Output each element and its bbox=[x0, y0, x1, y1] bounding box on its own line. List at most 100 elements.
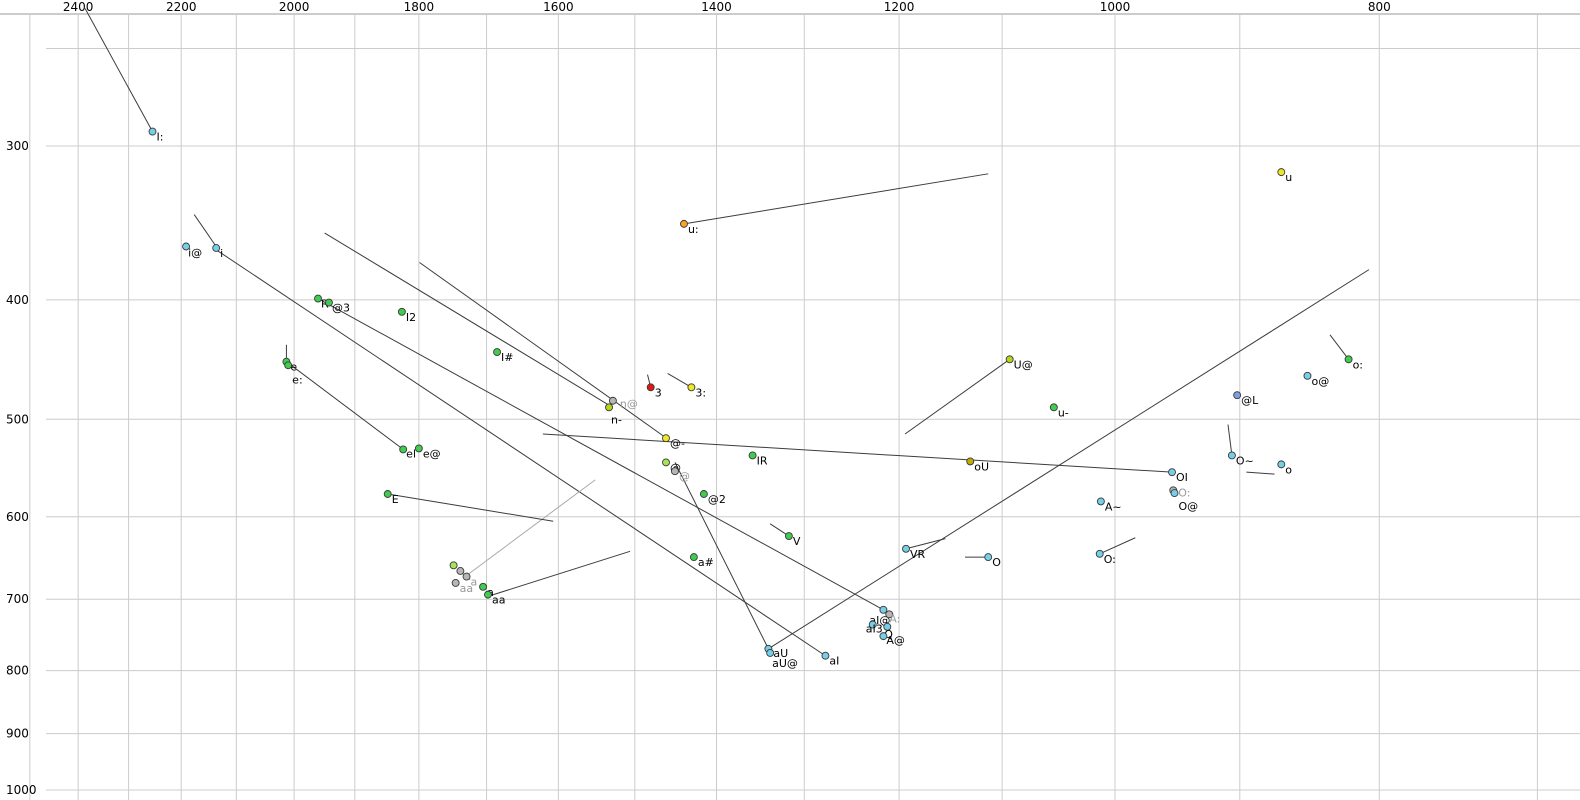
vowel-point bbox=[879, 605, 888, 614]
vowel-label: I: bbox=[156, 131, 163, 144]
vowel-point bbox=[879, 632, 888, 641]
vowel-label: e@ bbox=[423, 447, 441, 460]
vowel-label: u bbox=[1285, 171, 1292, 184]
y-axis-tick-label: 800 bbox=[6, 664, 29, 678]
vowel-point bbox=[324, 298, 333, 307]
vowel-label: a# bbox=[698, 556, 714, 569]
vowel-label: R bbox=[321, 298, 329, 311]
vowel-label: @2 bbox=[708, 493, 726, 506]
vowel-label: I2 bbox=[406, 311, 416, 324]
vowel-point bbox=[1277, 460, 1286, 469]
trajectory-line bbox=[1099, 537, 1136, 555]
vowel-point bbox=[1233, 391, 1242, 400]
trajectory-line bbox=[1329, 334, 1349, 360]
vowel-label: @- bbox=[670, 437, 685, 450]
x-axis-tick-label: 2200 bbox=[166, 0, 197, 14]
vowel-label: O bbox=[992, 556, 1001, 569]
trajectory-line bbox=[667, 373, 692, 388]
vowel-point bbox=[397, 307, 406, 316]
vowel-point bbox=[748, 451, 757, 460]
vowel-label: a bbox=[471, 576, 478, 589]
vowel-point bbox=[883, 622, 892, 631]
vowel-label: A~ bbox=[1105, 500, 1122, 513]
vowel-point bbox=[670, 467, 679, 476]
trajectory-line bbox=[488, 550, 631, 597]
vowel-point bbox=[314, 294, 322, 303]
vowel-point bbox=[182, 242, 191, 251]
vowel-label: n- bbox=[611, 413, 622, 426]
trajectory-line bbox=[193, 214, 217, 247]
x-axis-tick-label: 800 bbox=[1368, 0, 1391, 14]
trajectory-line bbox=[317, 298, 884, 611]
vowel-label: o@ bbox=[1311, 375, 1329, 388]
vowel-label: A@ bbox=[886, 634, 905, 647]
trajectory-line bbox=[466, 479, 596, 576]
y-axis-tick-label: 600 bbox=[6, 510, 29, 524]
trajectory-line bbox=[84, 8, 153, 132]
vowel-point bbox=[608, 396, 617, 405]
vowel-label: OI bbox=[1176, 471, 1188, 484]
x-axis-tick-label: 2400 bbox=[63, 0, 94, 14]
vowel-label: aI3 bbox=[866, 623, 883, 636]
vowel-label: e: bbox=[292, 373, 302, 386]
x-axis-tick-label: 1000 bbox=[1100, 0, 1131, 14]
vowel-label: o: bbox=[1353, 358, 1363, 371]
vowel-point bbox=[1227, 451, 1236, 460]
vowel-label: @ bbox=[679, 470, 690, 483]
vowel-label: el bbox=[406, 447, 416, 460]
vowel-label: oU bbox=[974, 460, 989, 473]
vowel-label: A: bbox=[889, 612, 900, 625]
vowel-label: i bbox=[220, 247, 223, 260]
vowel-point bbox=[148, 127, 157, 136]
vowel-point bbox=[399, 445, 408, 454]
vowel-label: O@ bbox=[1179, 500, 1199, 513]
vowel-point bbox=[1170, 489, 1179, 498]
vowel-label: n@ bbox=[620, 398, 638, 411]
trajectory-line bbox=[217, 250, 826, 657]
trajectory-line bbox=[387, 493, 554, 522]
vowel-point bbox=[1005, 355, 1014, 364]
vowel-point bbox=[1168, 468, 1176, 477]
vowel-point bbox=[284, 361, 293, 370]
vowel-point bbox=[885, 610, 894, 619]
vowel-label: I# bbox=[501, 351, 513, 364]
vowel-point bbox=[687, 383, 696, 392]
x-axis-tick-label: 2000 bbox=[279, 0, 310, 14]
vowel-point bbox=[1303, 371, 1312, 380]
vowel-point bbox=[689, 553, 698, 562]
vowel-point bbox=[414, 444, 423, 453]
vowel-label: IR bbox=[757, 454, 768, 467]
vowel-label: aU@ bbox=[772, 657, 798, 670]
vowel-point bbox=[902, 544, 910, 553]
y-axis-tick-label: 400 bbox=[6, 293, 29, 307]
vowel-point bbox=[1277, 168, 1286, 177]
vowel-point bbox=[484, 590, 492, 599]
vowel-point bbox=[456, 567, 465, 575]
y-axis-tick-label: 700 bbox=[6, 592, 29, 606]
vowel-point bbox=[680, 219, 688, 228]
vowel-point bbox=[1096, 497, 1105, 506]
vowel-point bbox=[662, 434, 670, 443]
y-axis-tick-label: 1000 bbox=[6, 783, 37, 797]
trajectory-line bbox=[904, 358, 1010, 435]
y-axis-tick-label: 500 bbox=[6, 412, 29, 426]
vowel-label: VR bbox=[910, 548, 926, 561]
vowel-point bbox=[383, 490, 392, 498]
vowel-point bbox=[1095, 549, 1104, 558]
vowel-label: aI bbox=[829, 655, 839, 668]
vowel-label: O~ bbox=[1236, 454, 1254, 467]
vowel-label: @3 bbox=[332, 302, 350, 315]
trajectory-line bbox=[1227, 424, 1233, 456]
y-axis-tick-label: 300 bbox=[6, 139, 29, 153]
vowel-point bbox=[868, 620, 877, 629]
vowel-point bbox=[662, 458, 670, 467]
vowel-point bbox=[212, 244, 221, 252]
vowel-point bbox=[766, 649, 775, 657]
vowel-label: e bbox=[290, 361, 297, 374]
vowel-point bbox=[605, 403, 613, 412]
vowel-label: O: bbox=[1178, 486, 1190, 499]
trajectory-line bbox=[683, 173, 989, 225]
vowel-point bbox=[821, 651, 830, 660]
vowel-label: 3 bbox=[655, 386, 662, 399]
